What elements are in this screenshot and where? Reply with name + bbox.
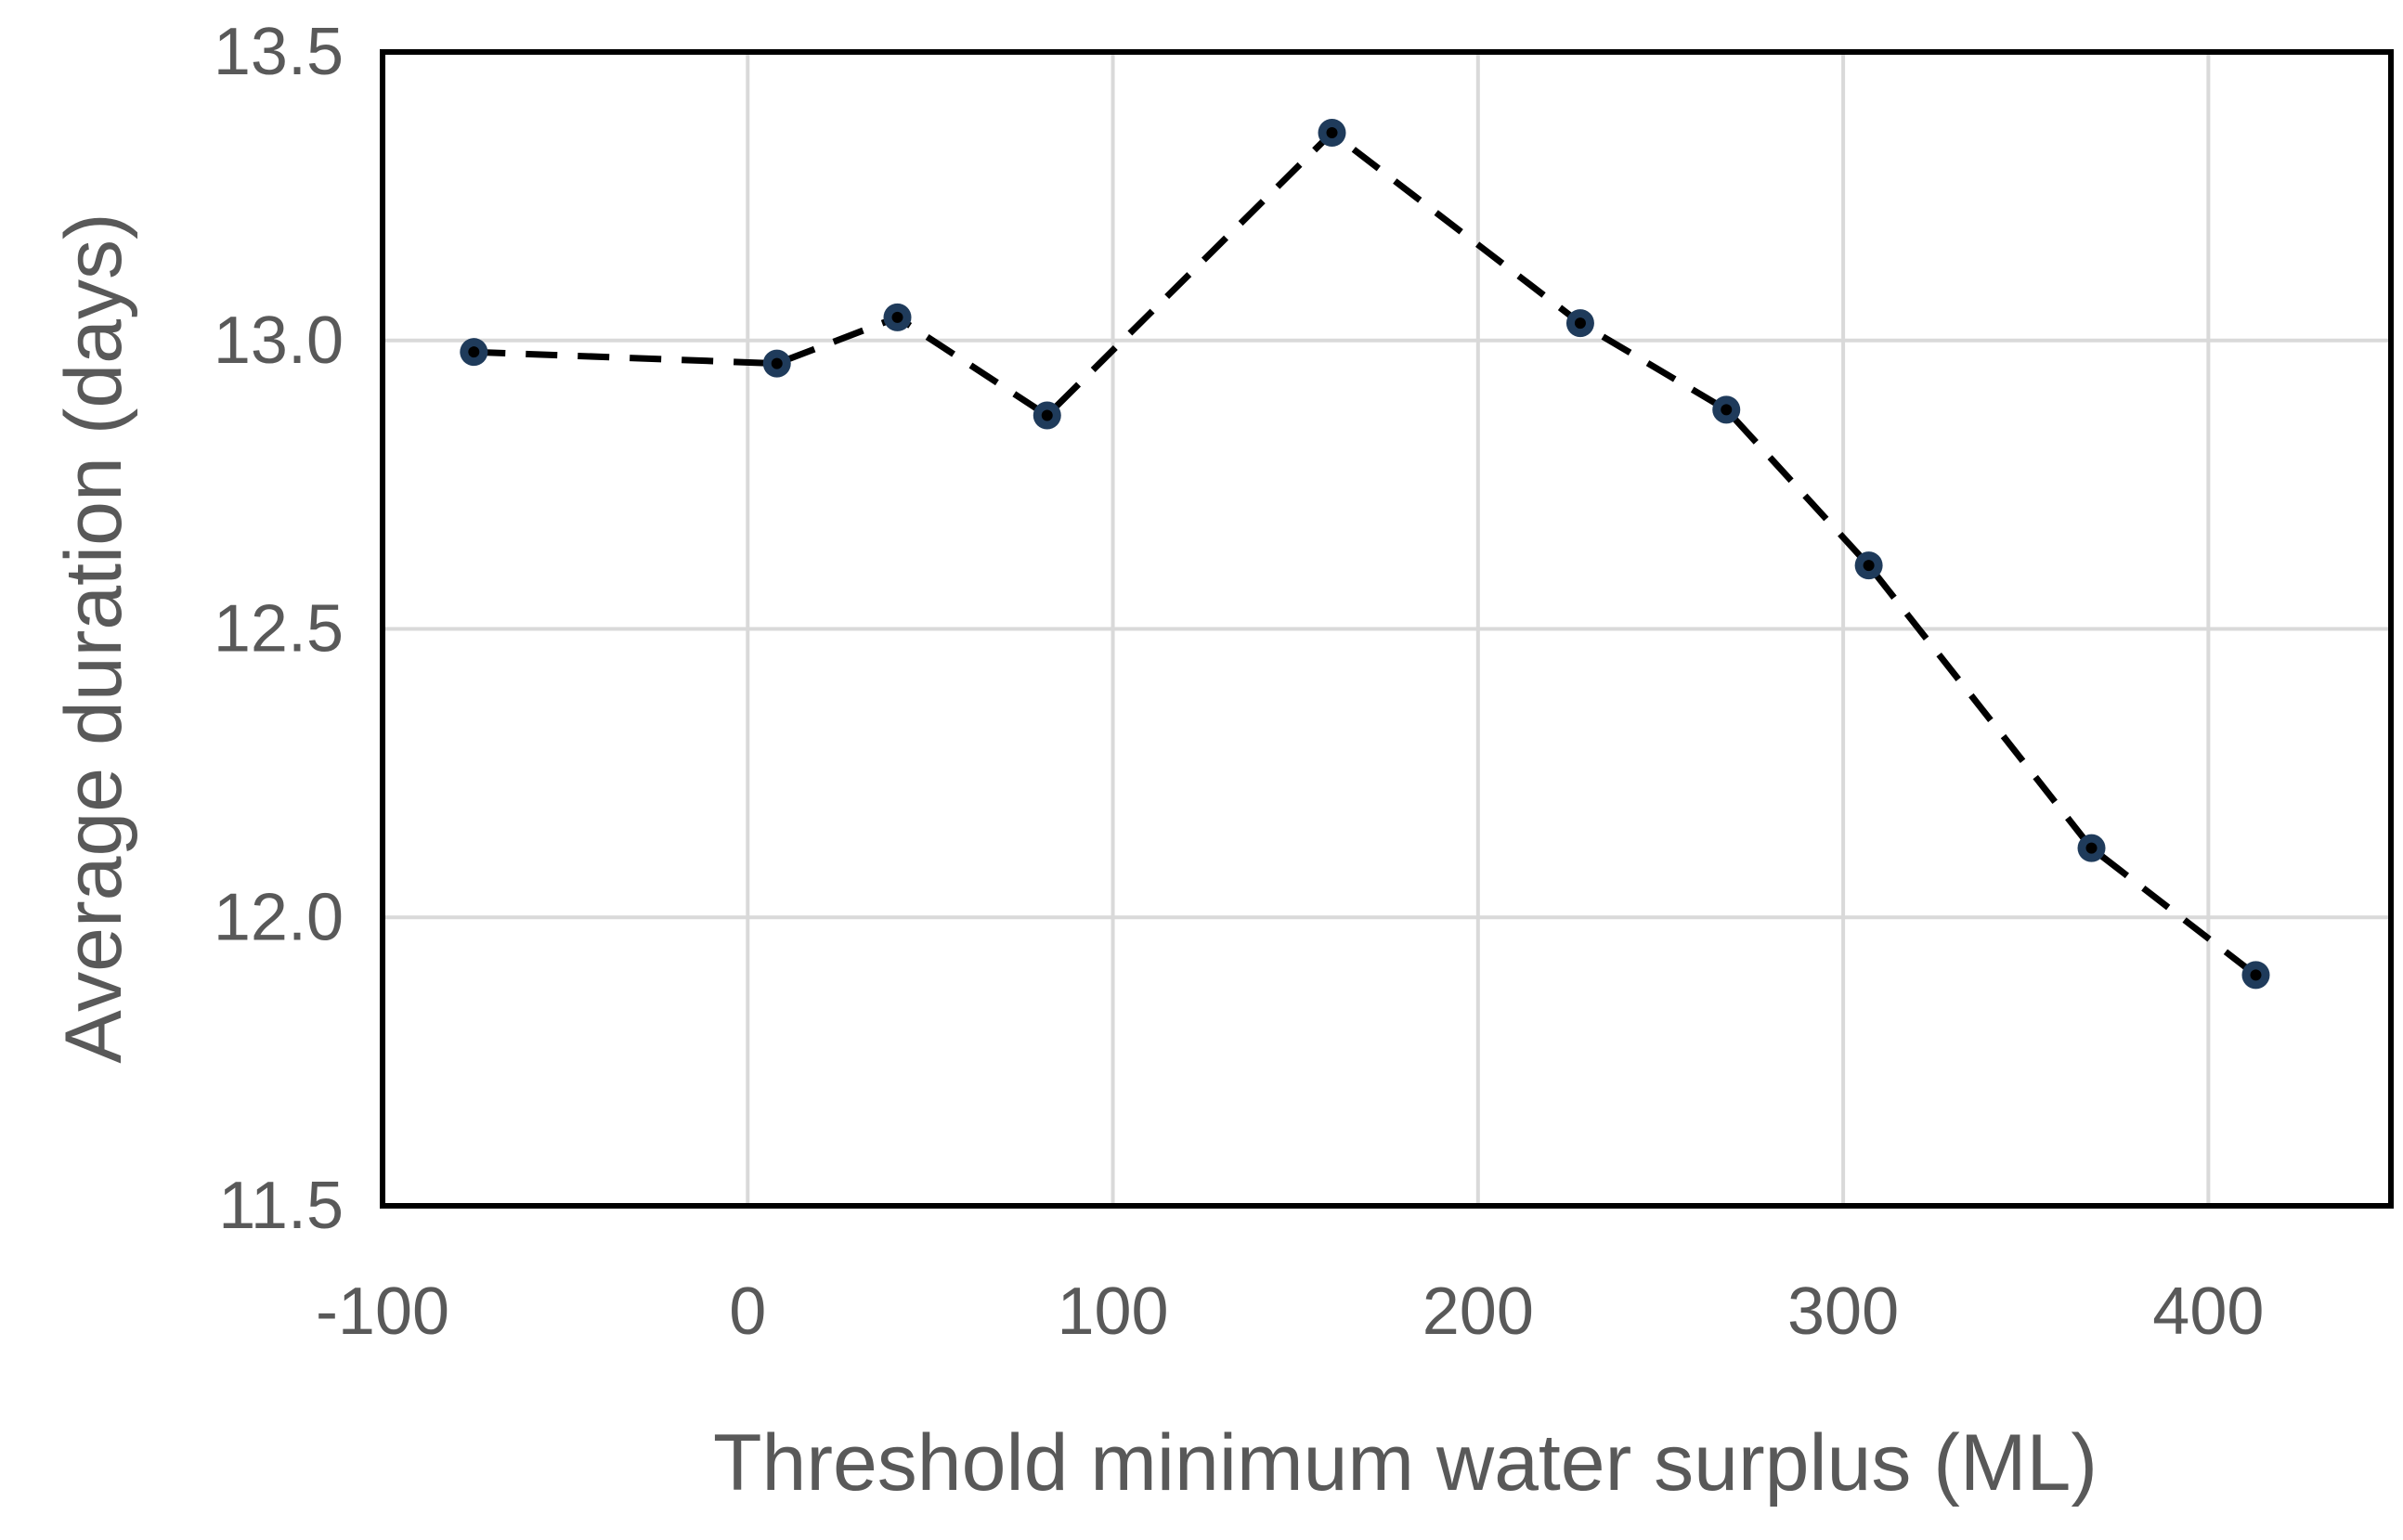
data-point xyxy=(1318,119,1346,148)
data-point xyxy=(2241,961,2270,990)
data-point xyxy=(762,349,791,378)
data-point-center xyxy=(1574,317,1586,330)
y-axis-title: Average duration (days) xyxy=(49,213,138,1063)
y-tick-label: 13.0 xyxy=(214,304,344,378)
data-point xyxy=(1565,309,1594,338)
data-point-center xyxy=(2250,969,2262,981)
data-point xyxy=(460,338,488,367)
x-tick-label: 300 xyxy=(1787,1275,1899,1349)
y-tick-label: 13.5 xyxy=(214,15,344,89)
data-point xyxy=(883,303,912,331)
data-point-center xyxy=(1721,404,1733,416)
series-average-duration xyxy=(460,119,2270,990)
data-point xyxy=(1033,401,1061,430)
data-point-center xyxy=(468,346,480,358)
grid xyxy=(383,52,2391,1206)
x-tick-label: 0 xyxy=(729,1275,766,1349)
plot-area-frame xyxy=(380,49,2394,1209)
data-point-center xyxy=(1041,409,1053,421)
data-point xyxy=(1712,395,1741,424)
y-axis-tick-labels: 11.5 12.0 12.5 13.0 13.5 xyxy=(214,15,344,1243)
data-point xyxy=(1854,551,1883,580)
data-point-center xyxy=(891,311,903,323)
data-point-center xyxy=(771,357,783,369)
data-point xyxy=(2077,834,2106,862)
x-axis-tick-labels: -100 0 100 200 300 400 xyxy=(316,1275,2264,1349)
series-line xyxy=(474,128,2258,978)
y-tick-label: 12.0 xyxy=(214,880,344,954)
data-point-center xyxy=(1326,127,1338,139)
y-tick-label: 12.5 xyxy=(214,592,344,666)
data-point-center xyxy=(2085,842,2098,854)
x-axis-title: Threshold minimum water surplus (ML) xyxy=(713,1418,2098,1508)
x-tick-label: 400 xyxy=(2152,1275,2264,1349)
data-point-center xyxy=(1863,560,1875,572)
y-tick-label: 11.5 xyxy=(218,1169,344,1243)
x-tick-label: 100 xyxy=(1057,1275,1168,1349)
x-tick-label: -100 xyxy=(316,1275,449,1349)
x-tick-label: 200 xyxy=(1422,1275,1534,1349)
